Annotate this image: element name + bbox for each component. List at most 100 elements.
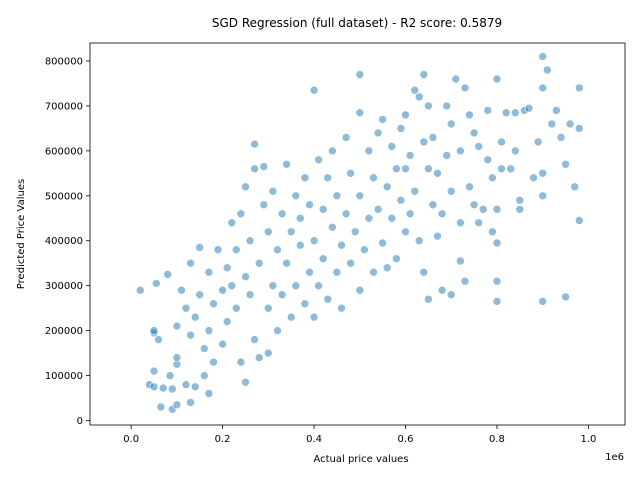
data-point — [245, 236, 255, 245]
data-point — [419, 267, 429, 277]
data-point — [218, 285, 227, 295]
y-axis-label: Predicted Price Values — [16, 179, 27, 289]
data-point — [254, 353, 264, 362]
data-point — [488, 173, 497, 183]
data-point — [332, 191, 342, 201]
data-point — [314, 281, 323, 291]
data-point — [309, 312, 319, 322]
data-point — [250, 164, 259, 174]
y-tick-label: 600000 — [45, 146, 83, 157]
y-tick-label: 0 — [77, 416, 83, 427]
data-point — [510, 108, 520, 117]
x-tick-label: 1.0 — [580, 434, 596, 445]
data-point — [369, 267, 378, 277]
data-point — [236, 357, 246, 367]
data-point — [392, 164, 401, 174]
x-tick-label: 0.4 — [306, 434, 322, 445]
data-point — [250, 335, 259, 344]
data-point — [241, 377, 250, 387]
data-point — [149, 366, 159, 376]
y-tick-label: 100000 — [45, 371, 83, 382]
data-point — [200, 371, 209, 380]
data-point — [565, 119, 575, 129]
data-point — [446, 187, 456, 196]
data-point — [456, 218, 465, 228]
data-point — [392, 254, 401, 264]
data-point — [295, 214, 305, 223]
data-point — [428, 200, 438, 210]
x-axis-label: Actual price values — [313, 454, 408, 465]
data-point — [209, 357, 218, 367]
data-point — [410, 85, 420, 95]
data-point — [218, 339, 227, 349]
data-point — [465, 182, 474, 192]
data-point — [570, 182, 580, 192]
data-point — [492, 74, 502, 84]
data-point — [456, 256, 465, 266]
data-point — [163, 270, 172, 279]
data-point — [561, 292, 570, 302]
data-point — [538, 297, 548, 306]
data-point — [250, 139, 259, 149]
data-point — [483, 106, 493, 115]
data-point — [396, 124, 406, 133]
data-point — [547, 119, 557, 129]
data-point — [373, 205, 383, 214]
data-point — [419, 70, 429, 79]
data-point — [305, 267, 314, 277]
data-point — [254, 258, 264, 268]
data-point — [574, 124, 584, 133]
data-point — [492, 205, 502, 214]
data-point — [387, 214, 397, 223]
data-point — [524, 103, 534, 113]
data-point — [501, 108, 511, 117]
data-point — [291, 281, 301, 291]
y-tick-label: 200000 — [45, 326, 83, 337]
data-point — [277, 290, 287, 300]
data-point — [410, 187, 420, 196]
data-point — [364, 214, 374, 223]
data-point — [259, 162, 269, 171]
data-point — [433, 231, 442, 241]
data-point — [456, 146, 465, 156]
data-point — [574, 216, 584, 225]
data-point — [177, 285, 186, 295]
data-point — [328, 146, 337, 156]
data-point — [259, 200, 269, 210]
data-point — [263, 348, 273, 358]
y-tick-label: 800000 — [45, 56, 83, 67]
data-point — [424, 164, 433, 174]
y-tick-label: 500000 — [45, 191, 83, 202]
data-point — [378, 115, 387, 124]
data-point — [227, 281, 237, 291]
chart-title: SGD Regression (full dataset) - R2 score… — [212, 16, 502, 30]
data-point — [158, 383, 168, 393]
data-point — [497, 164, 506, 174]
data-point — [337, 303, 346, 313]
data-point — [172, 321, 182, 331]
data-point — [318, 254, 328, 264]
data-point — [387, 142, 397, 151]
data-point — [227, 218, 237, 228]
data-point — [414, 92, 424, 102]
data-point — [181, 380, 191, 389]
data-point — [209, 299, 218, 309]
x-tick-label: 0.2 — [215, 434, 231, 445]
data-point — [305, 200, 314, 210]
data-point — [268, 187, 278, 196]
data-point — [419, 137, 429, 147]
data-point — [510, 146, 520, 156]
data-point — [556, 133, 566, 142]
data-point — [149, 326, 159, 335]
data-point — [369, 173, 378, 183]
data-point — [168, 384, 177, 394]
data-point — [538, 191, 548, 201]
data-point — [165, 371, 175, 380]
data-point — [309, 85, 319, 95]
data-point — [355, 191, 365, 201]
data-point — [378, 238, 387, 248]
data-point — [469, 200, 479, 210]
data-point — [323, 173, 333, 183]
data-point — [424, 101, 433, 111]
data-point — [154, 335, 163, 344]
